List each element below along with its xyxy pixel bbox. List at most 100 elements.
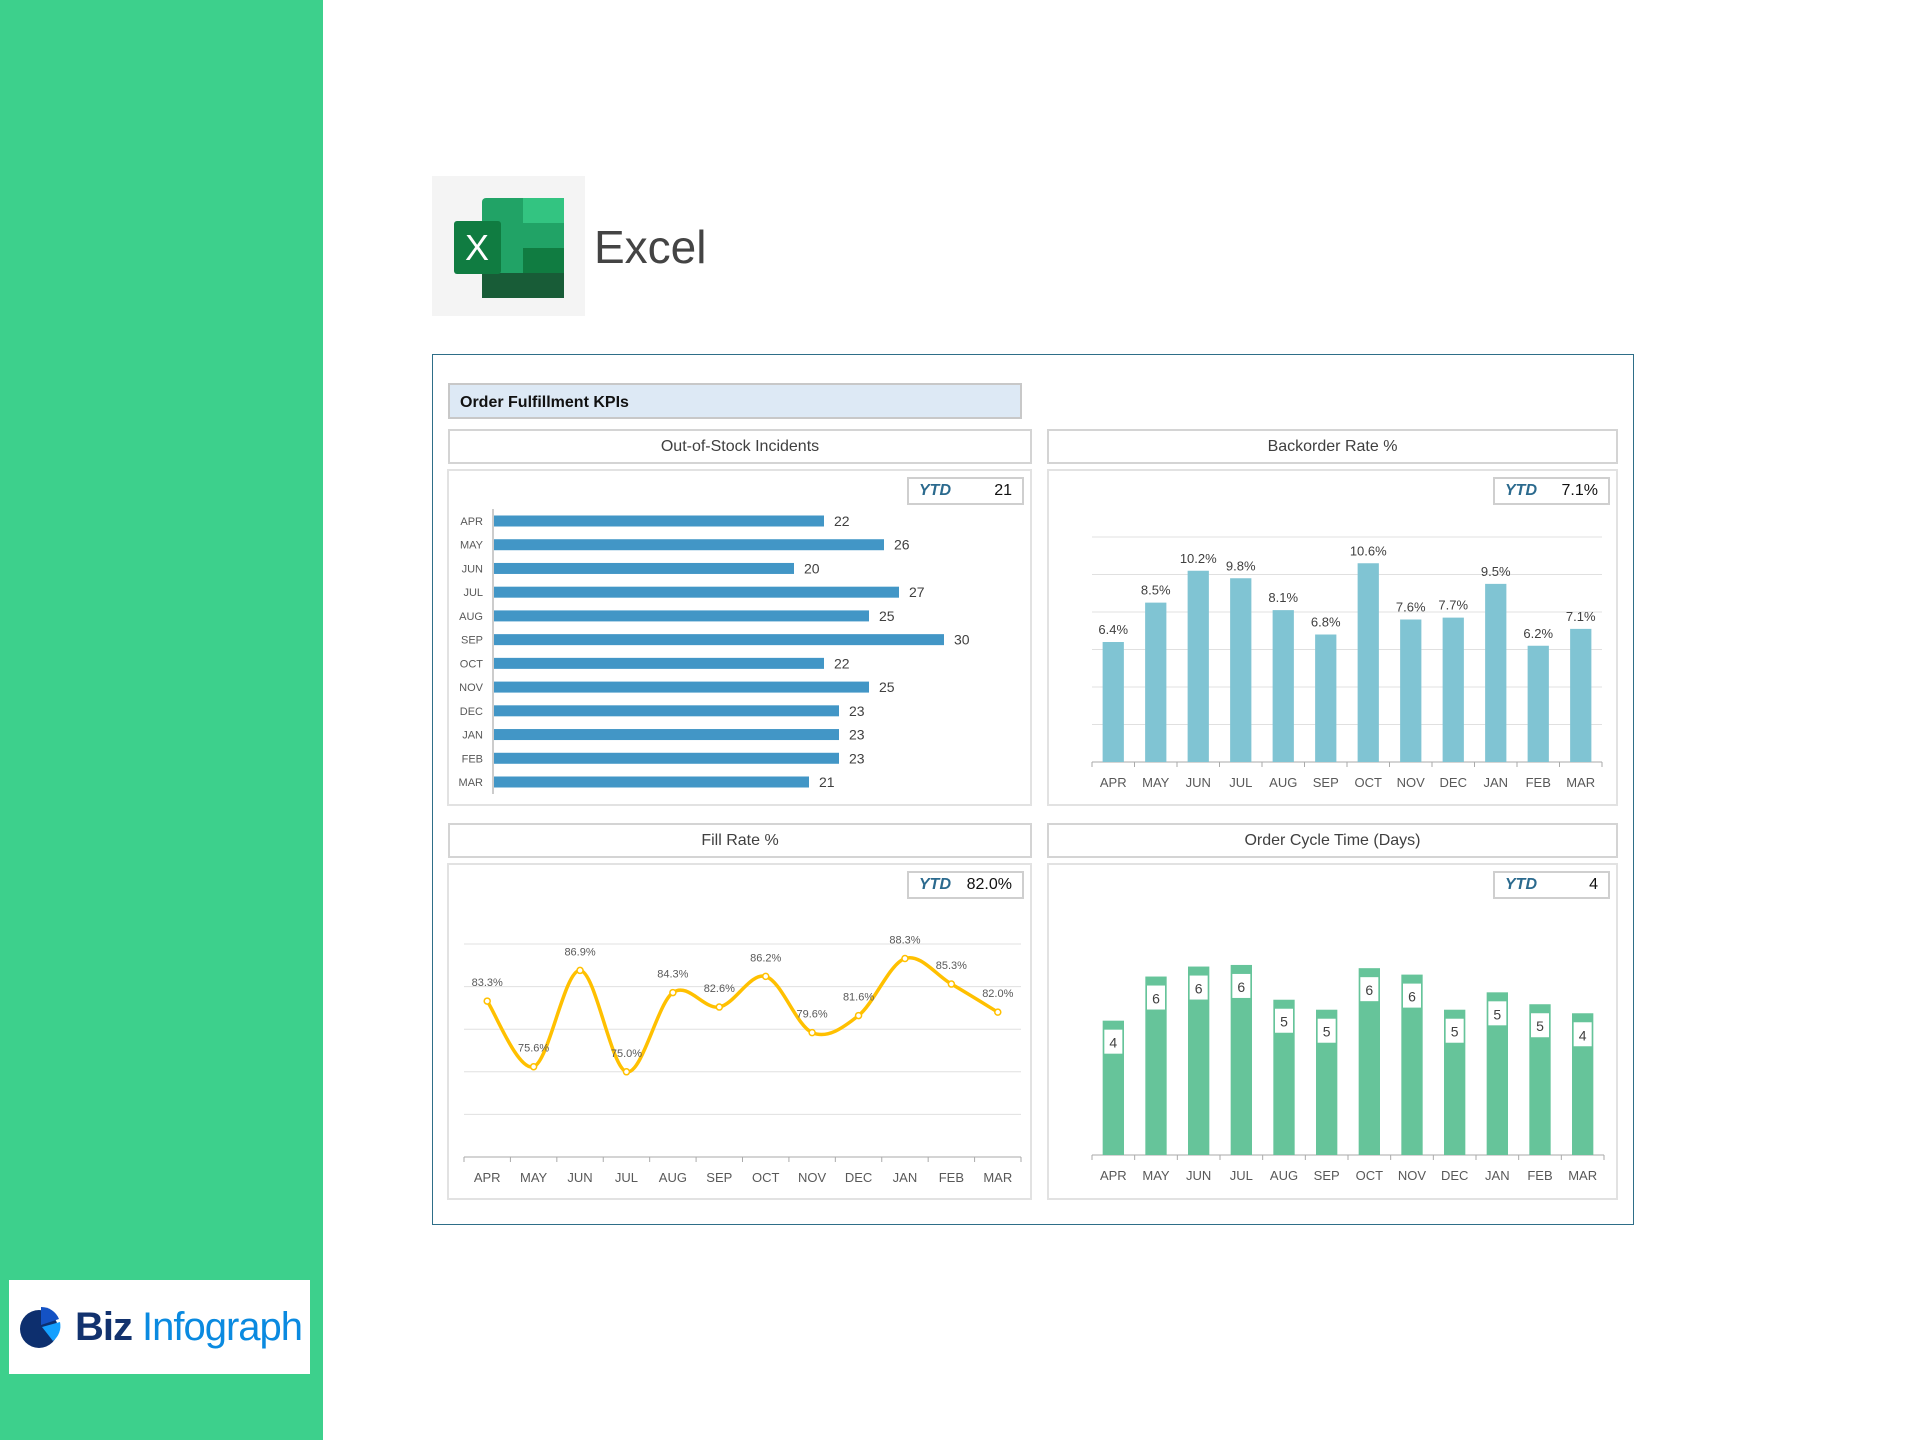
data-point [947,980,956,988]
category-label: JUN [462,563,483,575]
data-label: 86.9% [564,946,595,958]
bar [494,657,824,669]
category-label: MAR [983,1170,1012,1185]
bar [1187,570,1209,762]
data-label: 85.3% [936,960,967,972]
bar [1529,1004,1551,1155]
bar [1357,563,1379,762]
data-label-box [1232,973,1251,998]
data-label: 5 [1493,1006,1501,1022]
dashboard-title: Order Fulfillment KPIs [448,383,1022,419]
data-label-box [1104,1029,1123,1054]
data-label: 4 [1109,1035,1117,1051]
data-label: 30 [954,632,970,648]
data-label: 7.1% [1566,609,1596,624]
ytd-box: YTD 7.1% [1493,477,1610,505]
data-point [576,966,584,975]
data-label: 9.8% [1226,558,1256,573]
data-label: 9.5% [1481,564,1511,579]
data-point [994,1008,1002,1016]
data-label: 81.6% [843,992,874,1004]
category-label: DEC [845,1170,872,1185]
data-label: 8.5% [1141,583,1171,598]
pie-logo-icon [20,1306,61,1348]
category-label: JUN [1186,1168,1211,1183]
category-label: AUG [1270,1168,1298,1183]
bar [1444,1009,1466,1155]
ytd-value: 7.1% [1561,482,1598,499]
ytd-label: YTD [919,482,951,499]
bar [1272,610,1294,762]
data-label-box [1360,977,1379,1002]
bar [494,705,839,717]
bar [494,610,869,622]
category-label: DEC [1441,1168,1468,1183]
bar [1188,966,1210,1155]
category-label: JAN [1483,775,1508,790]
backorder-chart: 6.4% APR 8.5% MAY 10.2% JUN 9.8% JUL 8.1% AUG 6.8%… [1047,469,1618,806]
excel-logo: X [432,176,585,316]
data-label: 75.0% [611,1048,642,1060]
category-label: MAY [520,1170,548,1185]
data-label: 84.3% [657,969,688,981]
data-label: 23 [849,750,865,766]
category-label: JAN [893,1170,918,1185]
bar [1230,964,1252,1155]
bar [1572,1013,1594,1155]
excel-icon: X [454,198,564,298]
bar [1145,602,1167,762]
category-label: MAY [1142,1168,1170,1183]
bar [494,562,794,574]
data-label: 75.6% [518,1043,549,1055]
data-point [808,1028,816,1037]
category-label: NOV [459,682,484,694]
data-label-box [1488,1001,1507,1026]
data-point [622,1068,631,1076]
category-label: OCT [460,658,484,670]
bar [1486,992,1508,1155]
category-label: JUL [1229,775,1252,790]
bar [1358,968,1380,1155]
bar [494,752,839,764]
bar [494,634,944,646]
ytd-label: YTD [919,876,951,893]
bar [1527,645,1549,762]
data-label: 82.0% [982,988,1013,1000]
category-label: DEC [1440,775,1467,790]
data-label-box [1403,983,1421,1008]
data-label: 4 [1579,1027,1587,1043]
category-label: AUG [659,1170,687,1185]
data-label-box [1189,975,1208,1000]
data-label: 20 [804,560,820,576]
data-label-box [1531,1013,1549,1038]
category-label: SEP [706,1170,732,1185]
category-label: NOV [798,1170,827,1185]
data-label: 25 [879,679,895,695]
data-label: 26 [894,537,910,553]
data-point [669,988,677,997]
category-label: JUN [567,1170,592,1185]
data-label-box [1445,1018,1464,1043]
data-label: 23 [849,727,865,743]
category-label: OCT [1355,775,1383,790]
data-label: 21 [819,774,835,790]
bar [494,681,869,693]
brand-infograph: Infograph [142,1304,303,1349]
data-label: 22 [834,513,850,529]
bar [494,515,824,527]
category-label: FEB [939,1170,964,1185]
category-label: JAN [1485,1168,1510,1183]
data-label: 5 [1323,1024,1331,1040]
ytd-label: YTD [1505,876,1537,893]
data-label: 6 [1152,991,1160,1007]
data-point [854,1011,863,1020]
category-label: MAY [460,540,484,552]
ytd-box: YTD 82.0% [907,871,1024,899]
cycle-time-chart: 4 APR 6 MAY 6 JUN 6 JUL 5 AUG 5 SEP 6 OCT 6 NOV 5 DEC 5 JAN… [1047,863,1618,1200]
data-label-box [1317,1018,1336,1043]
series-line [485,955,999,1074]
bar [494,776,809,788]
category-label: APR [1100,775,1127,790]
category-label: JUL [615,1170,638,1185]
fill-rate-header: Fill Rate % [448,823,1032,858]
